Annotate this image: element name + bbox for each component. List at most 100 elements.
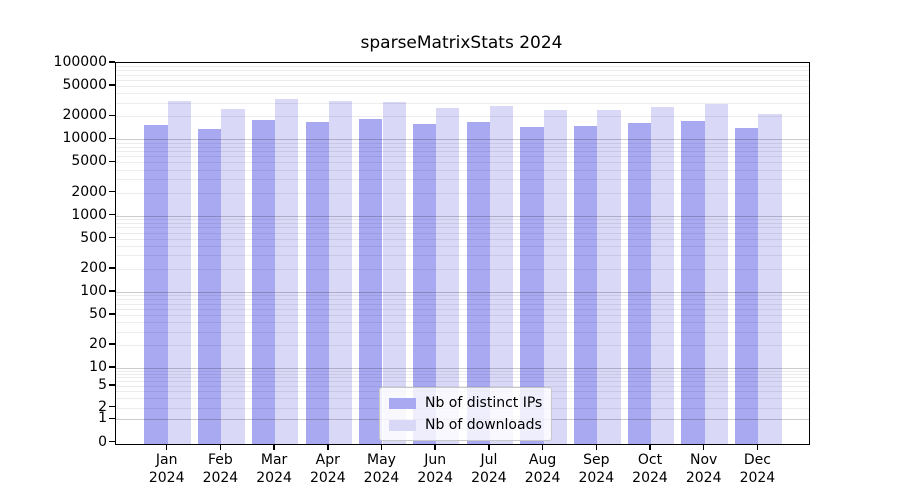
gridline-minor xyxy=(116,151,809,153)
gridline-minor xyxy=(116,116,809,118)
y-tick-mark xyxy=(109,213,115,216)
chart-title: sparseMatrixStats 2024 xyxy=(360,33,563,53)
y-tick-mark xyxy=(109,440,115,443)
bar-distinct-ips-jul xyxy=(466,122,490,444)
gridline-minor xyxy=(116,222,809,224)
bar-downloads-nov xyxy=(704,104,728,444)
x-tick-label-jul: Jul 2024 xyxy=(471,452,507,486)
y-tick-label: 100000 xyxy=(53,54,107,70)
plot-area xyxy=(115,62,810,445)
gridline-minor xyxy=(116,268,809,270)
bar-downloads-apr xyxy=(328,101,353,444)
x-tick-mark xyxy=(380,444,383,450)
bar-distinct-ips-dec xyxy=(735,128,759,444)
y-tick-mark xyxy=(109,236,115,239)
gridline-minor xyxy=(116,238,809,240)
x-tick-label-aug: Aug 2024 xyxy=(524,452,561,486)
legend: Nb of distinct IPs Nb of downloads xyxy=(379,387,553,441)
x-tick-label-mar: Mar 2024 xyxy=(256,452,292,486)
y-tick-mark xyxy=(109,160,115,163)
y-tick-label: 200 xyxy=(80,259,107,276)
gridline-minor xyxy=(116,192,809,194)
gridline-minor xyxy=(116,299,809,301)
y-tick-label: 0 xyxy=(98,433,107,450)
bar-distinct-ips-apr xyxy=(305,122,329,444)
legend-label-downloads: Nb of downloads xyxy=(425,417,542,433)
gridline-minor xyxy=(116,142,809,144)
gridline-minor xyxy=(116,308,809,310)
bar-distinct-ips-may xyxy=(359,119,383,444)
y-tick-mark xyxy=(109,290,115,292)
gridline-major xyxy=(116,215,809,217)
y-tick-label: 10000 xyxy=(62,130,107,147)
x-tick-label-oct: Oct 2024 xyxy=(632,452,668,486)
legend-label-distinct-ips: Nb of distinct IPs xyxy=(425,395,543,411)
x-tick-label-feb: Feb 2024 xyxy=(202,452,239,486)
bar-distinct-ips-aug xyxy=(520,127,544,444)
gridline-minor xyxy=(116,70,809,72)
bar-downloads-jun xyxy=(436,107,460,444)
bar-distinct-ips-oct xyxy=(627,123,651,444)
gridline-minor xyxy=(116,146,809,148)
gridline-minor xyxy=(116,74,809,76)
y-tick-label: 50000 xyxy=(62,76,107,93)
x-tick-label-dec: Dec 2024 xyxy=(739,452,776,486)
bar-downloads-aug xyxy=(543,110,567,444)
x-tick-mark xyxy=(219,444,222,450)
gridline-minor xyxy=(116,370,809,372)
bar-downloads-may xyxy=(382,101,406,444)
bar-downloads-oct xyxy=(651,106,675,444)
gridline-minor xyxy=(116,79,809,81)
gridline-minor xyxy=(116,381,809,383)
gridline-minor xyxy=(116,156,809,158)
x-tick-label-jun: Jun 2024 xyxy=(417,452,453,486)
x-tick-label-apr: Apr 2024 xyxy=(309,452,346,486)
y-tick-mark xyxy=(109,114,115,117)
y-tick-label: 1 xyxy=(98,410,107,427)
gridline-minor xyxy=(116,179,809,181)
x-tick-mark xyxy=(541,444,544,450)
gridline-major xyxy=(116,291,809,293)
y-tick-mark xyxy=(109,84,115,86)
gridline-minor xyxy=(116,373,809,375)
gridline-minor xyxy=(116,303,809,305)
gridline-minor xyxy=(116,162,809,164)
gridline-minor xyxy=(116,93,809,95)
x-tick-label-sep: Sep 2024 xyxy=(578,452,615,486)
y-tick-mark xyxy=(109,343,115,345)
gridline-minor xyxy=(116,66,809,68)
gridline-minor xyxy=(116,219,809,221)
x-tick-mark xyxy=(595,444,598,450)
x-tick-mark xyxy=(702,444,705,450)
legend-swatch-downloads-icon xyxy=(389,419,416,431)
gridline-minor xyxy=(116,345,809,347)
y-tick-mark xyxy=(109,267,115,269)
bars-layer xyxy=(116,63,809,444)
y-tick-label: 1000 xyxy=(71,206,107,223)
x-tick-mark xyxy=(434,444,436,450)
bar-downloads-feb xyxy=(221,109,245,444)
gridline-minor xyxy=(116,377,809,379)
gridline-minor xyxy=(116,295,809,297)
bar-distinct-ips-nov xyxy=(681,121,705,444)
gridline-major xyxy=(116,368,809,370)
y-tick-mark xyxy=(109,313,115,315)
gridline-minor xyxy=(116,322,809,324)
y-tick-label: 5 xyxy=(98,377,107,393)
bar-downloads-jan xyxy=(167,100,191,444)
gridline-minor xyxy=(116,245,809,247)
gridline-major xyxy=(116,139,809,141)
bar-downloads-dec xyxy=(758,113,782,444)
legend-swatch-distinct-ips-icon xyxy=(389,397,416,409)
bar-distinct-ips-jan xyxy=(144,124,168,444)
x-tick-label-may: May 2024 xyxy=(363,452,400,486)
bar-distinct-ips-jun xyxy=(412,124,437,444)
gridline-minor xyxy=(116,255,809,257)
gridline-minor xyxy=(116,227,809,229)
y-tick-mark xyxy=(109,61,115,63)
x-tick-label-nov: Nov 2024 xyxy=(685,452,722,486)
gridline-minor xyxy=(116,169,809,171)
y-tick-label: 20 xyxy=(89,336,107,353)
gridline-minor xyxy=(116,102,809,104)
